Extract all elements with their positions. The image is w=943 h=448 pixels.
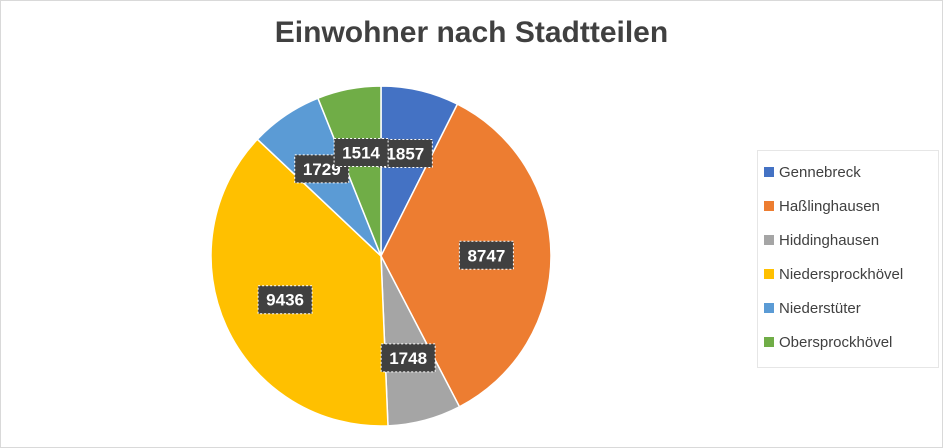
- data-label-1: 8747: [458, 240, 514, 270]
- legend-label: Obersprockhövel: [779, 333, 893, 351]
- data-label-5: 1514: [333, 137, 389, 167]
- svg-text:8747: 8747: [467, 246, 505, 265]
- legend-swatch: [764, 303, 774, 313]
- svg-text:1748: 1748: [389, 349, 427, 368]
- legend-item-3: Niedersprockhövel: [758, 257, 938, 291]
- svg-text:1729: 1729: [303, 160, 341, 179]
- legend-label: Niederstüter: [779, 299, 861, 317]
- legend-label: Gennebreck: [779, 163, 861, 181]
- legend-item-1: Haßlinghausen: [758, 189, 938, 223]
- svg-text:9436: 9436: [266, 291, 304, 310]
- legend-item-4: Niederstüter: [758, 291, 938, 325]
- pie-slice-5: [316, 85, 382, 257]
- legend-item-0: Gennebreck: [758, 155, 938, 189]
- legend: Gennebreck Haßlinghausen Hiddinghausen Nied…: [757, 150, 939, 368]
- chart-title: Einwohner nach Stadtteilen: [274, 16, 669, 49]
- pie-slice-3: [210, 138, 389, 427]
- legend-label: Hiddinghausen: [779, 231, 880, 249]
- legend-swatch: [764, 201, 774, 211]
- legend-swatch: [764, 269, 774, 279]
- legend-swatch: [764, 235, 774, 245]
- data-label-4: 1729: [294, 154, 350, 184]
- data-label-3: 9436: [257, 285, 313, 315]
- legend-label: Haßlinghausen: [779, 197, 880, 215]
- svg-text:1514: 1514: [342, 143, 380, 162]
- legend-item-2: Hiddinghausen: [758, 223, 938, 257]
- legend-item-5: Obersprockhövel: [758, 325, 938, 359]
- legend-label: Niedersprockhövel: [779, 265, 904, 283]
- data-label-2: 1748: [380, 343, 436, 373]
- svg-text:1857: 1857: [386, 144, 424, 163]
- legend-swatch: [764, 337, 774, 347]
- legend-swatch: [764, 167, 774, 177]
